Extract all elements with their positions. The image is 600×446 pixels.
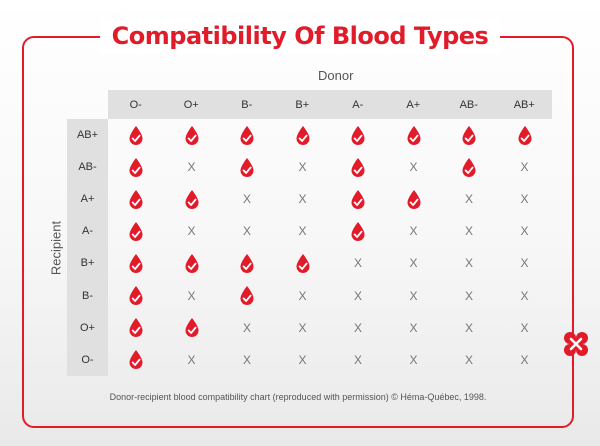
incompatible-x-mark: X	[409, 224, 418, 239]
blood-drop-check-icon	[275, 119, 331, 151]
blood-drop-check-icon	[108, 119, 164, 151]
incompatible-x-mark: X	[242, 352, 251, 367]
recipient-header-O-: O-	[81, 353, 94, 366]
recipient-header-AB+: AB+	[76, 129, 99, 142]
blood-drop-check-icon	[275, 247, 331, 279]
recipient-header-A-: A-	[82, 225, 93, 238]
donor-header-A-: A-	[352, 98, 364, 111]
donor-header-AB-: AB-	[459, 98, 478, 111]
blood-drop-check-icon	[441, 119, 497, 151]
incompatible-x-mark: X	[298, 192, 307, 207]
incompatible-x-mark: X	[353, 320, 362, 335]
incompatible-x-mark: X	[409, 256, 418, 271]
incompatible-x-mark: X	[409, 288, 418, 303]
blood-drop-check-icon	[219, 247, 275, 279]
blood-drop-check-icon	[219, 119, 275, 151]
incompatible-x-mark: X	[242, 320, 251, 335]
blood-drop-check-icon	[164, 119, 220, 151]
blood-drop-check-icon	[330, 151, 386, 183]
incompatible-x-mark: X	[298, 160, 307, 175]
donor-header-B-: B-	[241, 98, 253, 111]
incompatible-x-mark: X	[298, 320, 307, 335]
blood-drop-check-icon	[497, 119, 553, 151]
blood-drop-check-icon	[386, 183, 442, 215]
footnote: Donor-recipient blood compatibility char…	[109, 392, 487, 402]
recipient-header-B-: B-	[82, 289, 93, 302]
blood-drop-check-icon	[330, 119, 386, 151]
hema-quebec-logo	[564, 332, 588, 356]
recipient-header-A+: A+	[80, 193, 95, 206]
incompatible-x-mark: X	[187, 160, 196, 175]
blood-drop-check-icon	[219, 151, 275, 183]
page-title: Compatibility Of Blood Types	[100, 18, 500, 54]
incompatible-x-mark: X	[242, 224, 251, 239]
incompatible-x-mark: X	[520, 224, 529, 239]
incompatible-x-mark: X	[298, 352, 307, 367]
donor-header-A+: A+	[406, 98, 421, 111]
incompatible-x-mark: X	[353, 352, 362, 367]
blood-drop-check-icon	[219, 280, 275, 312]
blood-drop-check-icon	[330, 183, 386, 215]
incompatible-x-mark: X	[353, 288, 362, 303]
blood-drop-check-icon	[386, 119, 442, 151]
incompatible-x-mark: X	[464, 320, 473, 335]
incompatible-x-mark: X	[520, 192, 529, 207]
incompatible-x-mark: X	[520, 352, 529, 367]
incompatible-x-mark: X	[464, 288, 473, 303]
blood-drop-check-icon	[108, 312, 164, 344]
blood-drop-check-icon	[108, 247, 164, 279]
incompatible-x-mark: X	[464, 256, 473, 271]
incompatible-x-mark: X	[520, 288, 529, 303]
incompatible-x-mark: X	[520, 160, 529, 175]
incompatible-x-mark: X	[187, 288, 196, 303]
incompatible-x-mark: X	[242, 192, 251, 207]
incompatible-x-mark: X	[353, 256, 362, 271]
recipient-header-O+: O+	[80, 321, 95, 334]
incompatible-x-mark: X	[409, 160, 418, 175]
donor-header-O+: O+	[183, 98, 199, 111]
blood-drop-check-icon	[164, 183, 220, 215]
donor-header-B+: B+	[295, 98, 310, 111]
incompatible-x-mark: X	[464, 224, 473, 239]
incompatible-x-mark: X	[187, 352, 196, 367]
donor-header-AB+: AB+	[513, 98, 535, 111]
recipient-header-column	[67, 119, 108, 376]
incompatible-x-mark: X	[298, 224, 307, 239]
incompatible-x-mark: X	[520, 256, 529, 271]
incompatible-x-mark: X	[187, 224, 196, 239]
donor-header-row	[108, 90, 552, 119]
incompatible-x-mark: X	[464, 352, 473, 367]
blood-drop-check-icon	[108, 183, 164, 215]
blood-drop-check-icon	[108, 151, 164, 183]
incompatible-x-mark: X	[409, 352, 418, 367]
recipient-header-AB-: AB-	[78, 161, 97, 174]
blood-drop-check-icon	[108, 215, 164, 247]
recipient-axis-label: Recipient	[48, 220, 64, 276]
blood-drop-check-icon	[108, 280, 164, 312]
blood-drop-check-icon	[441, 151, 497, 183]
donor-axis-label: Donor	[318, 68, 354, 83]
incompatible-x-mark: X	[520, 320, 529, 335]
incompatible-x-mark: X	[298, 288, 307, 303]
recipient-header-B+: B+	[80, 257, 95, 270]
incompatible-x-mark: X	[464, 192, 473, 207]
donor-header-O-: O-	[129, 98, 142, 111]
blood-drop-check-icon	[330, 215, 386, 247]
blood-drop-check-icon	[164, 312, 220, 344]
blood-drop-check-icon	[164, 247, 220, 279]
blood-drop-check-icon	[108, 344, 164, 376]
incompatible-x-mark: X	[409, 320, 418, 335]
